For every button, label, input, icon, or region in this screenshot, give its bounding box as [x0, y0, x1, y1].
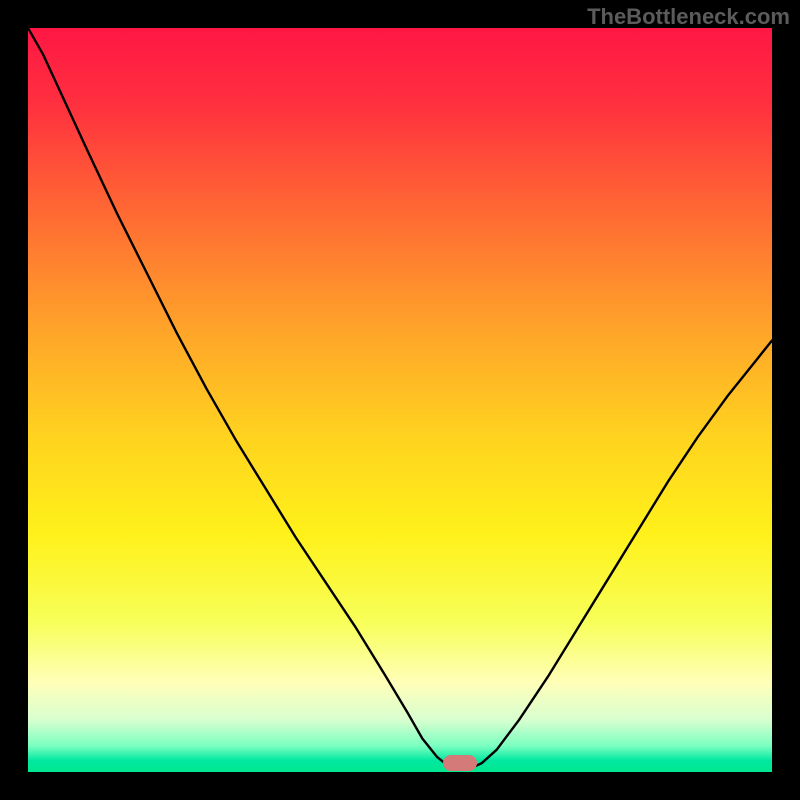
- plot-area: [28, 28, 772, 772]
- curve-svg: [28, 28, 772, 772]
- bottleneck-curve: [28, 28, 772, 770]
- optimal-marker: [443, 755, 477, 771]
- watermark-text: TheBottleneck.com: [587, 4, 790, 30]
- bottleneck-chart: TheBottleneck.com: [0, 0, 800, 800]
